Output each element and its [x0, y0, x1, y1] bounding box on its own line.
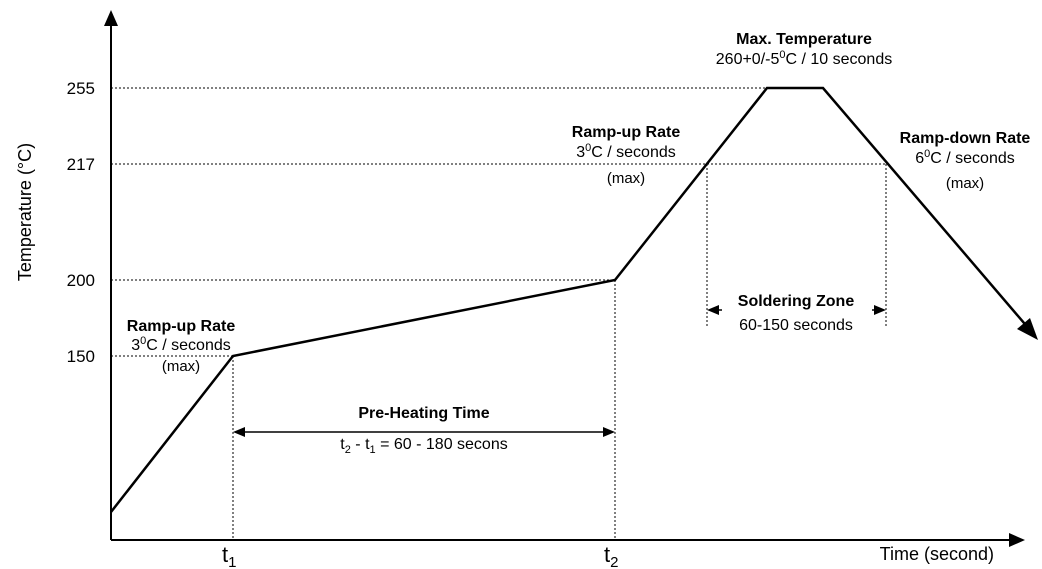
y-tick-label: 217 [67, 155, 95, 174]
x-axis-title: Time (second) [880, 544, 994, 564]
annotation-note: (max) [607, 170, 645, 187]
y-axis-arrow-icon [104, 10, 118, 26]
annotation-rate: 30C / seconds [576, 142, 676, 161]
x-marker-t2: t2 [604, 542, 618, 569]
annotation-ramp-up-1: Ramp-up Rate 30C / seconds (max) [127, 318, 236, 375]
x-axis-arrow-icon [1009, 533, 1025, 547]
y-tick-label: 200 [67, 271, 95, 290]
annotation-title: Ramp-up Rate [572, 124, 681, 141]
x-marker-t1: t1 [222, 542, 236, 569]
annotation-detail: 60-150 seconds [739, 317, 853, 334]
annotation-title: Ramp-up Rate [127, 318, 236, 335]
arrow-right-icon [874, 305, 886, 315]
annotation-note: (max) [946, 175, 984, 192]
annotation-note: (max) [162, 358, 200, 375]
y-tick-label: 255 [67, 79, 95, 98]
annotation-rate: 60C / seconds [915, 148, 1015, 167]
profile-arrow-icon [1017, 318, 1038, 340]
annotation-title: Soldering Zone [738, 293, 855, 310]
annotation-ramp-up-2: Ramp-up Rate 30C / seconds (max) [572, 124, 681, 187]
arrow-right-icon [603, 427, 615, 437]
reference-lines [111, 87, 887, 540]
annotation-detail: 260+0/-50C / 10 seconds [716, 49, 892, 68]
annotation-rate: 30C / seconds [131, 335, 231, 354]
arrow-left-icon [707, 305, 719, 315]
annotation-soldering-zone: Soldering Zone 60-150 seconds [707, 289, 886, 334]
annotation-preheating: Pre-Heating Time t2 - t1 = 60 - 180 seco… [233, 405, 615, 456]
annotation-max-temperature: Max. Temperature 260+0/-50C / 10 seconds [716, 31, 892, 68]
y-tick-label: 150 [67, 347, 95, 366]
y-axis-title: Temperature (°C) [15, 143, 35, 281]
annotation-detail: t2 - t1 = 60 - 180 secons [340, 436, 507, 456]
annotation-title: Max. Temperature [736, 31, 872, 48]
annotation-title: Ramp-down Rate [900, 130, 1031, 147]
annotation-title: Pre-Heating Time [358, 405, 489, 422]
arrow-left-icon [233, 427, 245, 437]
temperature-profile-line [110, 86, 1031, 513]
annotation-ramp-down: Ramp-down Rate 60C / seconds (max) [900, 130, 1031, 192]
